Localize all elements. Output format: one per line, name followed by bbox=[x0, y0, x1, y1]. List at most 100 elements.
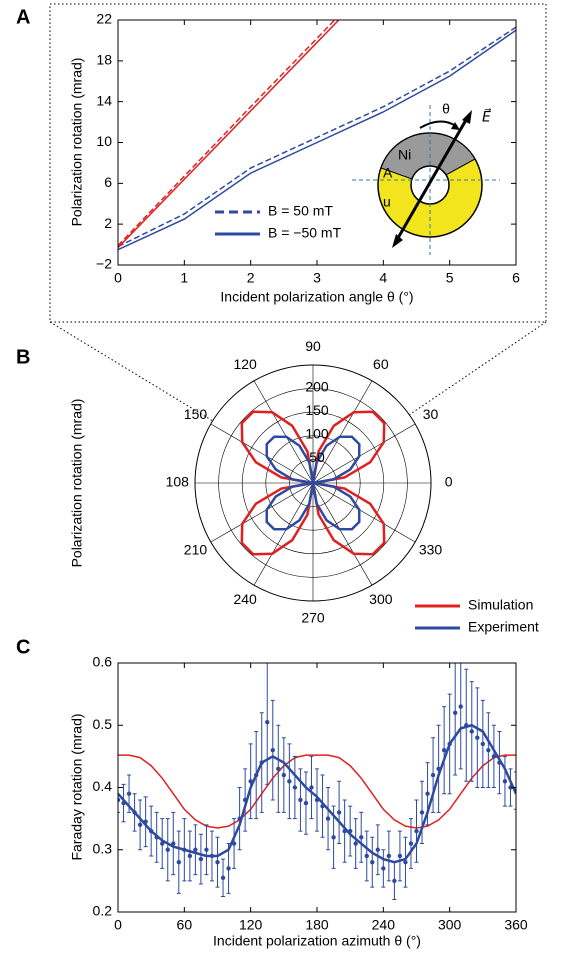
data-point bbox=[309, 785, 314, 790]
x-tick-label: 4 bbox=[379, 270, 387, 286]
data-point bbox=[265, 719, 270, 725]
data-point bbox=[298, 797, 303, 803]
data-point bbox=[364, 853, 369, 859]
angle-arc bbox=[419, 120, 457, 129]
data-point bbox=[464, 723, 469, 728]
data-point bbox=[375, 847, 381, 852]
data-point bbox=[253, 772, 259, 778]
data-point bbox=[292, 785, 298, 790]
data-point bbox=[359, 835, 364, 840]
x-tick-label: 1 bbox=[180, 270, 188, 286]
y-tick-label: 18 bbox=[96, 52, 112, 68]
data-point bbox=[325, 816, 331, 821]
theta-tick-label: 210 bbox=[184, 542, 208, 558]
theta-tick-label: 108 bbox=[166, 474, 190, 490]
y-tick-label: 22 bbox=[96, 11, 112, 27]
x-tick-label: 0 bbox=[114, 270, 122, 286]
data-point bbox=[176, 860, 182, 865]
data-point bbox=[126, 791, 132, 796]
inset-sketch: θ E⃗ Ni A u bbox=[352, 101, 500, 255]
data-point bbox=[419, 810, 425, 815]
data-point bbox=[226, 866, 231, 871]
data-point bbox=[118, 797, 121, 803]
data-point bbox=[303, 800, 309, 806]
data-point bbox=[414, 828, 419, 834]
data-point bbox=[154, 835, 159, 840]
theta-tick-label: 270 bbox=[301, 609, 325, 625]
x-tick-label: 120 bbox=[239, 917, 263, 933]
plot-area bbox=[118, 663, 516, 901]
data-point bbox=[436, 766, 441, 772]
data-point bbox=[276, 766, 281, 772]
data-line bbox=[118, 754, 516, 829]
data-point bbox=[430, 772, 436, 778]
r-tick-label: 50 bbox=[309, 449, 325, 465]
grid-spoke bbox=[312, 482, 416, 543]
data-point bbox=[347, 828, 353, 834]
data-point bbox=[209, 853, 215, 859]
y-tick-label: 2 bbox=[104, 215, 112, 231]
y-axis-title: Polarization rotation (mrad) bbox=[69, 58, 85, 227]
y-tick-label: 14 bbox=[96, 92, 112, 108]
data-point bbox=[502, 779, 508, 784]
arrow-head bbox=[451, 122, 460, 130]
data-point bbox=[281, 772, 287, 778]
data-point bbox=[513, 788, 516, 793]
theta-tick-label: 90 bbox=[305, 338, 321, 354]
y-axis-title: Faraday rotation (mrad) bbox=[69, 713, 85, 860]
theta-tick-label: 30 bbox=[423, 406, 439, 422]
data-line bbox=[118, 26, 516, 248]
data-line bbox=[118, 20, 340, 249]
data-point bbox=[508, 785, 513, 790]
theta-tick-label: 0 bbox=[445, 474, 453, 490]
panel-label: A bbox=[16, 6, 30, 28]
y-tick-label: 0.5 bbox=[93, 716, 113, 732]
data-point bbox=[160, 841, 165, 846]
data-point bbox=[392, 878, 397, 884]
data-point bbox=[331, 835, 336, 840]
data-point bbox=[480, 741, 486, 747]
data-point bbox=[220, 875, 226, 880]
data-point bbox=[182, 847, 187, 852]
legend-label: Simulation bbox=[468, 597, 533, 613]
data-point bbox=[458, 704, 463, 709]
y-tick-label: 0.3 bbox=[93, 840, 113, 856]
legend-label: Experiment bbox=[468, 619, 539, 635]
data-point bbox=[425, 791, 430, 796]
theta-tick-label: 120 bbox=[233, 356, 257, 372]
x-axis-title: Incident polarization azimuth θ (°) bbox=[213, 933, 421, 949]
data-point bbox=[237, 816, 242, 821]
r-tick-label: 150 bbox=[305, 402, 329, 418]
data-point bbox=[397, 853, 403, 859]
x-tick-label: 240 bbox=[372, 917, 396, 933]
field-arrow bbox=[396, 119, 468, 239]
theta-tick-label: 240 bbox=[233, 591, 257, 607]
data-point bbox=[270, 747, 275, 753]
x-tick-label: 180 bbox=[305, 917, 329, 933]
x-tick-label: 6 bbox=[512, 270, 520, 286]
x-tick-label: 0 bbox=[114, 917, 122, 933]
y-tick-label: 0.4 bbox=[93, 778, 113, 794]
polar-curve bbox=[265, 435, 361, 531]
grid-spoke bbox=[253, 482, 314, 586]
y-axis-title: Polarization rotation (mrad) bbox=[69, 399, 85, 568]
data-point bbox=[342, 828, 347, 834]
data-point bbox=[447, 741, 452, 747]
y-tick-label: 10 bbox=[96, 133, 112, 149]
data-point bbox=[469, 729, 474, 734]
x-tick-label: 2 bbox=[247, 270, 255, 286]
grid-spoke bbox=[312, 482, 373, 586]
x-axis-title: Incident polarization angle θ (°) bbox=[220, 289, 413, 305]
data-point bbox=[314, 797, 320, 803]
data-point bbox=[336, 810, 342, 815]
data-point bbox=[242, 797, 248, 803]
x-tick-label: 300 bbox=[438, 917, 462, 933]
annotation: Ni bbox=[398, 147, 411, 163]
x-tick-label: 5 bbox=[446, 270, 454, 286]
annotation: E⃗ bbox=[482, 108, 491, 125]
data-point bbox=[132, 810, 137, 815]
data-point bbox=[143, 819, 148, 824]
data-point bbox=[320, 803, 325, 809]
data-point bbox=[381, 866, 386, 871]
